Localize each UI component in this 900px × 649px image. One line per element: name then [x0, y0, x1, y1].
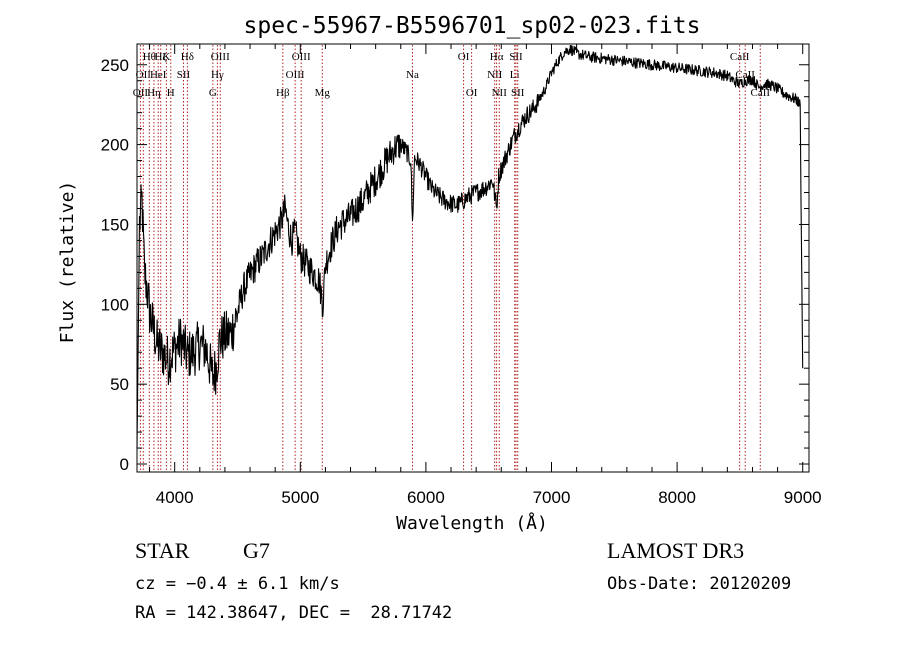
y-tick-label: 0	[120, 455, 129, 474]
x-tick-label: 4000	[156, 488, 194, 507]
line-label: CaII	[730, 51, 750, 63]
line-label: OIII	[286, 69, 305, 81]
line-label: OI	[458, 51, 470, 63]
object-subclass: G7	[243, 538, 270, 563]
line-label: OI	[466, 87, 478, 99]
line-label: OIII	[211, 51, 230, 63]
x-tick-label: 9000	[784, 488, 822, 507]
emission-line-markers: OIIOIIHθHηHeIHζKHSIIHδGHγOIIIHβOIIIOIIIM…	[133, 45, 770, 471]
axis-ticks: 4000 5000 6000 7000 8000 9000 0 50 100 150 200 250	[101, 44, 822, 507]
y-tick-label: 150	[101, 215, 129, 234]
line-label: G	[209, 87, 217, 99]
line-label: SII	[509, 51, 523, 63]
observation-date: Obs-Date: 20120209	[607, 574, 792, 594]
coordinates-readout: RA = 142.38647, DEC = 28.71742	[135, 603, 453, 623]
x-tick-label: 7000	[533, 488, 571, 507]
line-label: K	[162, 51, 170, 63]
line-label: Hζ	[154, 51, 167, 63]
x-tick-label: 8000	[658, 488, 696, 507]
line-label: OII	[136, 69, 152, 81]
survey-name: LAMOST DR3	[607, 538, 745, 563]
line-label: OIII	[292, 51, 311, 63]
line-label: NII	[492, 87, 508, 99]
flux-series-group	[136, 45, 804, 449]
x-tick-label: 6000	[407, 488, 445, 507]
line-label: SII	[177, 69, 191, 81]
line-label: Hα	[490, 51, 504, 63]
y-tick-label: 50	[110, 375, 129, 394]
chart-title: spec-55967-B5596701_sp02-023.fits	[244, 13, 701, 39]
plot-frame	[136, 43, 810, 473]
line-label: HeI	[150, 69, 167, 81]
line-label: CaII	[750, 87, 770, 99]
line-label: H	[167, 87, 175, 99]
y-tick-label: 250	[101, 56, 129, 75]
line-label: Hη	[147, 87, 161, 99]
object-class: STAR	[135, 538, 190, 563]
line-label: Na	[406, 69, 419, 81]
redshift-readout: cz = −0.4 ± 6.1 km/s	[135, 574, 340, 594]
line-label: Mg	[315, 87, 331, 99]
line-label: Li	[510, 69, 520, 81]
line-label: NII	[487, 69, 503, 81]
line-label: Hδ	[181, 51, 194, 63]
y-axis-label: Flux (relative)	[57, 181, 78, 344]
y-tick-label: 200	[101, 136, 129, 155]
line-label: Hγ	[211, 69, 224, 81]
line-label: SII	[511, 87, 525, 99]
y-tick-label: 100	[101, 295, 129, 314]
x-axis-label: Wavelength (Å)	[396, 512, 548, 534]
x-tick-label: 5000	[281, 488, 319, 507]
line-label: Hθ	[143, 51, 156, 63]
line-label: OII	[133, 87, 149, 99]
line-label: Hβ	[276, 87, 290, 99]
flux-series-line	[136, 45, 804, 449]
